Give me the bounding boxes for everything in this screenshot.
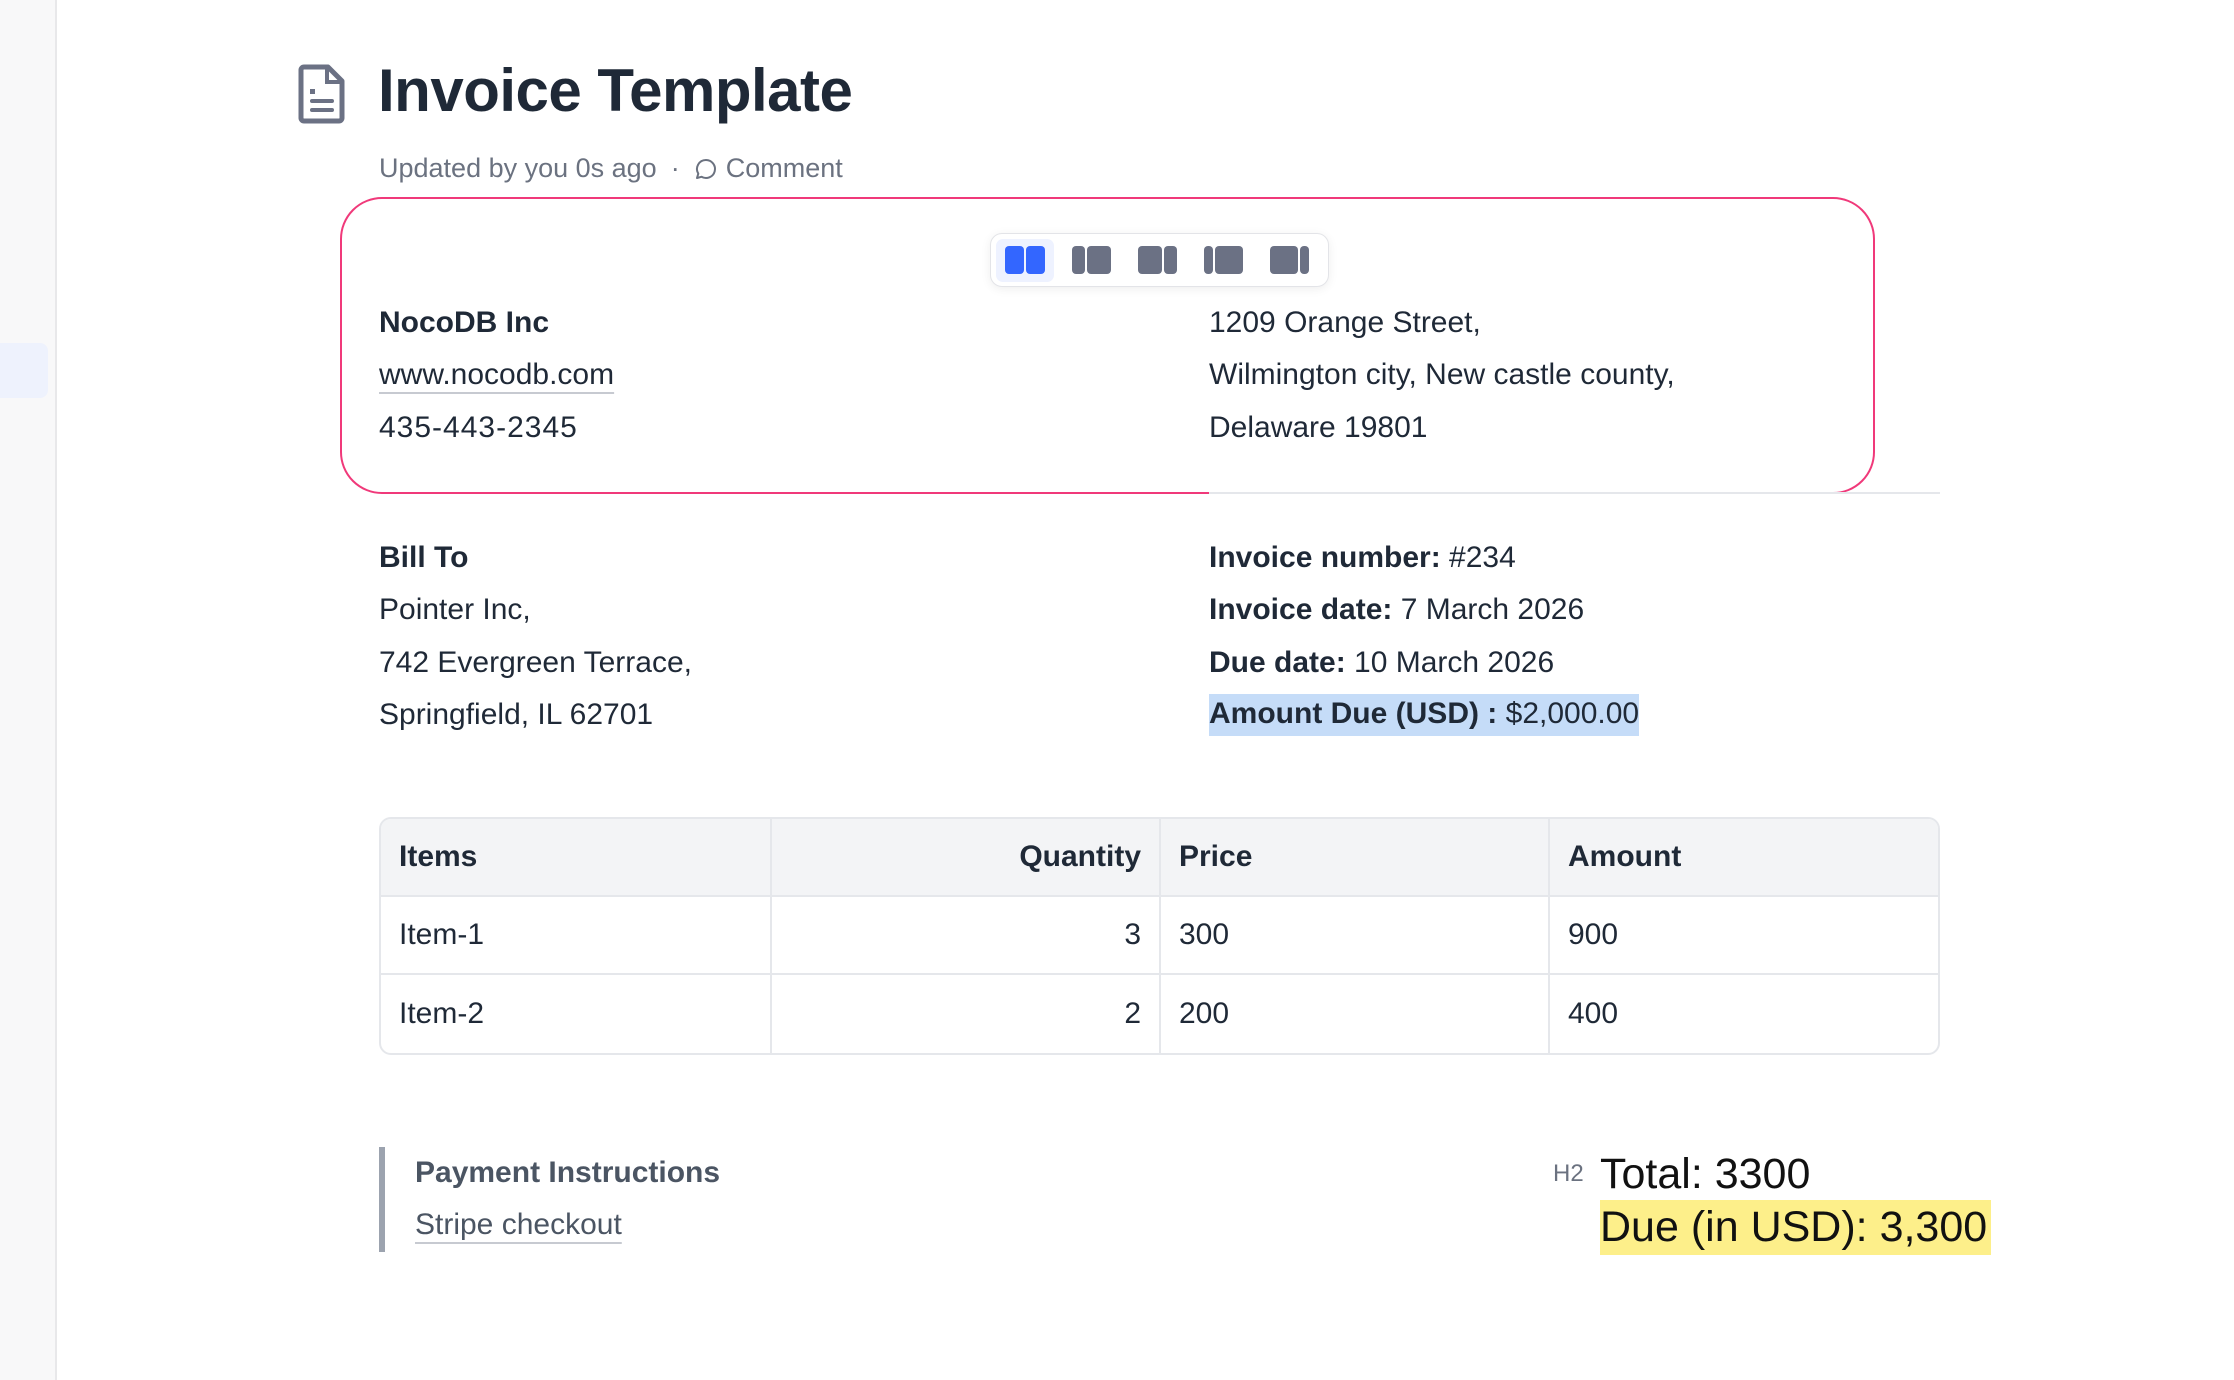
value: #234 (1440, 541, 1516, 574)
value: 7 March 2026 (1392, 593, 1585, 626)
label: Amount Due (USD) : (1209, 697, 1498, 730)
total-heading: Total: 3300 (1600, 1150, 1811, 1198)
cell[interactable]: 400 (1568, 997, 1619, 1030)
divider (1209, 492, 1940, 494)
due-date: Due date: 10 March 2026 (1209, 643, 1554, 683)
address-line: Wilmington city, New castle county, (1209, 358, 1675, 391)
separator: · (670, 153, 680, 183)
layout-thin-right-button[interactable] (1260, 239, 1318, 282)
company-name: NocoDB Inc (379, 306, 550, 339)
payment-heading: Payment Instructions (415, 1156, 721, 1189)
updated-text: Updated by you 0s ago (379, 153, 657, 183)
cell[interactable]: 900 (1550, 897, 1938, 975)
invoice-date: Invoice date: 7 March 2026 (1209, 590, 1584, 630)
selected-columns-block[interactable] (340, 197, 1875, 494)
value: 10 March 2026 (1345, 646, 1555, 679)
amount-due: Amount Due (USD) : $2,000.00 (1209, 694, 1640, 736)
company-phone: 435-443-2345 (379, 411, 578, 444)
page-title[interactable]: Invoice Template (378, 57, 853, 124)
value: $2,000.00 (1497, 697, 1640, 730)
comment-button[interactable]: Comment (694, 153, 843, 184)
column-header[interactable]: Quantity (772, 819, 1161, 897)
block-type-label: H2 (1553, 1160, 1584, 1187)
invoice-number: Invoice number: #234 (1209, 538, 1516, 578)
label: Invoice number: (1209, 541, 1441, 574)
due-heading: Due (in USD): 3,300 (1600, 1200, 1992, 1255)
bill-to-line: 742 Evergreen Terrace, (379, 646, 692, 679)
items-table: Items Quantity Price Amount Item-1 3 300… (379, 817, 1940, 1055)
bill-to-line: Springfield, IL 62701 (379, 698, 654, 731)
cell[interactable]: Item-2 (381, 975, 772, 1053)
table-header-row: Items Quantity Price Amount (381, 819, 1938, 897)
column-header[interactable]: Items (381, 819, 772, 897)
column-header[interactable]: Price (1161, 819, 1550, 897)
payment-instructions-quote: Payment Instructions Stripe checkout (379, 1147, 720, 1252)
bill-to-heading: Bill To (379, 541, 469, 574)
sidebar (0, 0, 57, 1380)
table-row: Item-1 3 300 900 (381, 897, 1938, 975)
cell[interactable]: 200 (1161, 975, 1550, 1053)
stripe-checkout-link[interactable]: Stripe checkout (415, 1208, 622, 1241)
page-meta: Updated by you 0s ago · Comment (379, 153, 843, 184)
layout-two-equal-button[interactable] (996, 238, 1054, 282)
label: Due date: (1209, 646, 1346, 679)
document-icon (298, 64, 345, 124)
cell[interactable]: Item-1 (381, 897, 772, 975)
table-row: Item-2 2 200 400 (381, 975, 1938, 1053)
layout-thin-left-button[interactable] (1194, 239, 1252, 282)
comment-icon (695, 158, 716, 179)
column-header[interactable]: Amount (1550, 819, 1938, 897)
column-layout-toolbar (990, 233, 1329, 287)
comment-label: Comment (725, 153, 843, 183)
cell[interactable]: 2 (772, 975, 1161, 1053)
layout-narrow-right-button[interactable] (1128, 239, 1186, 282)
label: Invoice date: (1209, 593, 1393, 626)
cell[interactable]: 300 (1161, 897, 1550, 975)
address-line: 1209 Orange Street, (1209, 306, 1481, 339)
bill-to-line: Pointer Inc, (379, 593, 531, 626)
cell[interactable]: 3 (772, 897, 1161, 975)
sidebar-active-item[interactable] (0, 343, 48, 398)
company-website-link[interactable]: www.nocodb.com (379, 358, 615, 391)
address-line: Delaware 19801 (1209, 411, 1428, 444)
layout-narrow-left-button[interactable] (1062, 239, 1120, 282)
